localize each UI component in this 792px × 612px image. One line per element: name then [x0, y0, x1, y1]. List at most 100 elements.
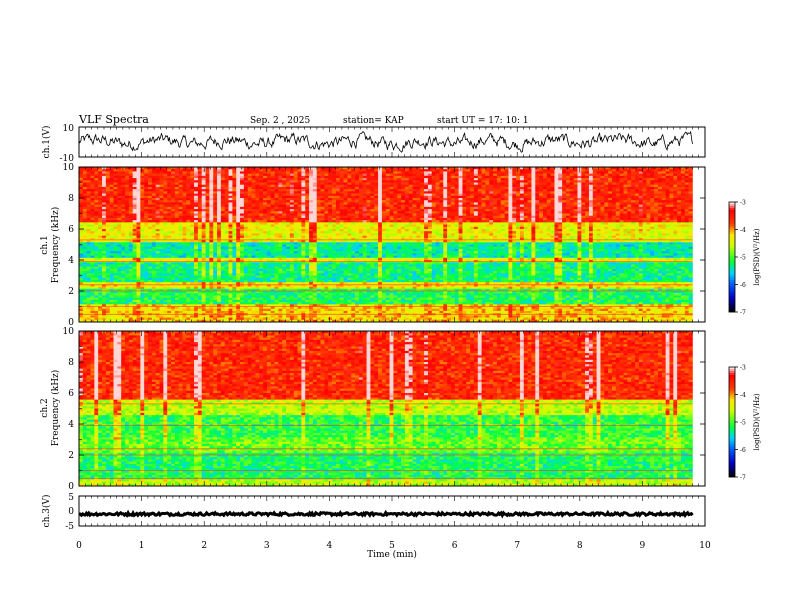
spectrogram-cell — [666, 174, 670, 177]
spectrogram-cell — [175, 185, 179, 188]
spectrogram-cell — [94, 174, 98, 177]
spectrogram-cell — [190, 191, 194, 194]
spectrogram-cell — [528, 178, 532, 181]
spectrogram-cell — [271, 185, 275, 188]
spectrogram-cell — [666, 169, 670, 172]
spectrogram-cell — [482, 185, 486, 188]
spectrogram-cell — [520, 180, 524, 183]
spectrogram-cell — [600, 169, 604, 172]
spectrogram-cell — [413, 178, 417, 181]
spectrogram-cell — [581, 183, 585, 186]
spectrogram-cell — [144, 169, 148, 172]
spectrogram-cell — [236, 185, 240, 188]
spectrogram-cell — [512, 180, 516, 183]
spectrogram-cell — [98, 185, 102, 188]
spectrogram-cell — [482, 183, 486, 186]
spectrogram-cell — [370, 180, 374, 183]
spectrogram-cell — [489, 185, 493, 188]
spectrogram-cell — [501, 183, 505, 186]
spectrogram-cell — [236, 169, 240, 172]
spectrogram-cell — [171, 183, 175, 186]
spectrogram-cell — [520, 189, 524, 192]
spectrogram-cell — [593, 169, 597, 172]
spectrogram-cell — [167, 189, 171, 192]
spectrogram-cell — [589, 185, 593, 188]
spectrogram-cell — [669, 187, 673, 190]
spectrogram-cell — [600, 185, 604, 188]
spectrogram-cell — [512, 183, 516, 186]
spectrogram-cell — [275, 171, 279, 174]
spectrogram-cell — [217, 174, 221, 177]
spectrogram-cell — [275, 187, 279, 190]
spectrogram-cell — [439, 180, 443, 183]
spectrogram-cell — [202, 178, 206, 181]
spectrogram-cell — [597, 178, 601, 181]
spectrogram-cell — [432, 169, 436, 172]
ch1-ytick-top: 10 — [63, 124, 75, 134]
spectrogram-cell — [232, 178, 236, 181]
spectrogram-cell — [616, 189, 620, 192]
spectrogram-cell — [340, 174, 344, 177]
figure-title: VLF Spectra — [78, 113, 149, 126]
spectrogram-cell — [94, 171, 98, 174]
spectrogram-cell — [217, 187, 221, 190]
spectrogram-cell — [148, 191, 152, 194]
spectrogram-cell — [658, 171, 662, 174]
spectrogram-cell — [259, 183, 263, 186]
spectrogram-cell — [355, 185, 359, 188]
spectrogram-cell — [447, 189, 451, 192]
spectrogram-cell — [650, 176, 654, 179]
spectrogram-cell — [351, 178, 355, 181]
spectrogram-cell — [163, 176, 167, 179]
spectrogram-cell — [328, 191, 332, 194]
spectrogram-cell — [255, 180, 259, 183]
spectrogram-cell — [516, 180, 520, 183]
spectrogram-cell — [650, 178, 654, 181]
spectrogram-cell — [271, 189, 275, 192]
spectrogram-cell — [608, 183, 612, 186]
spectrogram-cell — [160, 174, 164, 177]
spectrogram-cell — [612, 178, 616, 181]
spectrogram-cell — [144, 178, 148, 181]
spectrogram-cell — [248, 178, 252, 181]
spectrogram-cell — [160, 191, 164, 194]
spectrogram-cell — [374, 174, 378, 177]
spectrogram-cell — [87, 187, 91, 190]
spectrogram-cell — [447, 174, 451, 177]
spectrogram-cell — [332, 191, 336, 194]
spectrogram-cell — [163, 169, 167, 172]
spectrogram-cell — [336, 174, 340, 177]
spectrogram-cell — [662, 185, 666, 188]
spectrogram-cell — [589, 183, 593, 186]
spectrogram-cell — [278, 171, 282, 174]
spectrogram-cell — [585, 183, 589, 186]
spectrogram-cell — [378, 185, 382, 188]
spectrogram-cell — [497, 176, 501, 179]
spectrogram-cell — [685, 187, 689, 190]
spectrogram-cell — [202, 180, 206, 183]
spectrogram-cell — [106, 180, 110, 183]
spectrogram-cell — [290, 180, 294, 183]
spectrogram-cell — [643, 180, 647, 183]
spectrogram-cell — [121, 191, 125, 194]
spectrogram-cell — [309, 180, 313, 183]
spectrogram-cell — [324, 174, 328, 177]
spectrogram-cell — [462, 185, 466, 188]
spectrogram-cell — [673, 189, 677, 192]
spectrogram-cell — [535, 183, 539, 186]
spectrogram-cell — [259, 180, 263, 183]
spectrogram-cell — [681, 176, 685, 179]
spectrogram-cell — [351, 174, 355, 177]
spectrogram-cell — [551, 178, 555, 181]
spectrogram-cell — [643, 174, 647, 177]
spectrogram-cell — [393, 187, 397, 190]
spectrogram-cell — [186, 183, 190, 186]
spectrogram-cell — [658, 187, 662, 190]
spectrogram-cell — [508, 189, 512, 192]
spectrogram-cell — [459, 180, 463, 183]
spectrogram-cell — [232, 180, 236, 183]
spectrogram-cell — [290, 191, 294, 194]
spectrogram-cell — [286, 185, 290, 188]
spectrogram-cell — [585, 176, 589, 179]
spectrogram-cell — [221, 180, 225, 183]
